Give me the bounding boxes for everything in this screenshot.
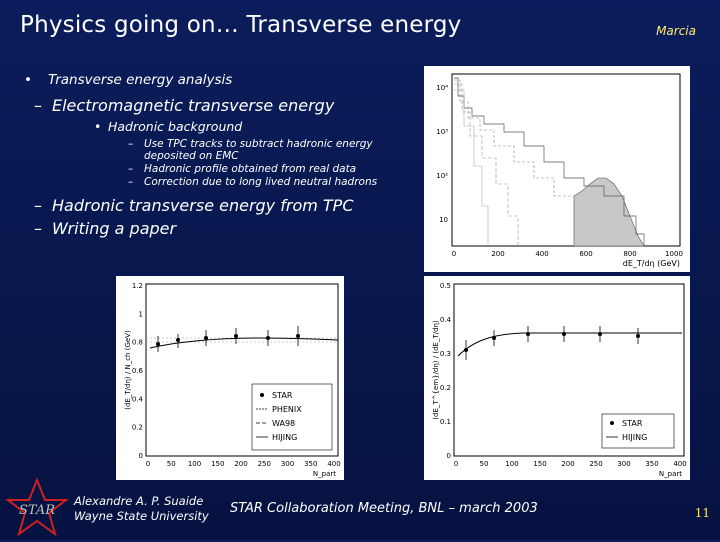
left-y-tick: 0: [139, 452, 143, 460]
spectrum-x-tick: 600: [579, 250, 592, 258]
left-legend-box: [251, 383, 333, 451]
em-fraction-plot: 0.5 0.4 0.3 0.2 0.1 0 0 50 100 150 200 250 300 350 40…: [424, 276, 690, 480]
star-em-data-points: [464, 326, 640, 360]
right-y-tick: 0.1: [440, 418, 451, 426]
et-spectrum-svg: 10⁴ 10³ 10² 10 0 200 400 600 800 1000 dE_T/dη (G…: [436, 73, 683, 268]
et-per-nch-svg: 1.2 1 0.8 0.6 0.4 0.2 0 0 50 100 150 200 250 300 350 4…: [124, 282, 341, 478]
bullet-hadronic-background: Hadronic background: [24, 119, 424, 134]
left-x-axis-label: N_part: [313, 470, 336, 478]
star-logo-text: STAR: [19, 503, 55, 518]
author-name: Alexandre A. P. Suaide: [74, 494, 204, 508]
em-fraction-svg: 0.5 0.4 0.3 0.2 0.1 0 0 50 100 150 200 250 300 350 40…: [432, 282, 687, 478]
sub-bullet-neutral-hadrons: Correction due to long lived neutral had…: [24, 176, 424, 188]
page-number: 11: [694, 506, 710, 520]
spectrum-x-tick: 200: [491, 250, 504, 258]
left-x-tick-labels: 0 50 100 150 200 250 300 350 400: [146, 460, 341, 468]
sub-bullet-hadronic-profile: Hadronic profile obtained from real data: [24, 163, 424, 175]
spectrum-y-tick-labels: 10⁴ 10³ 10² 10: [436, 84, 448, 224]
left-x-tick: 200: [234, 460, 247, 468]
right-x-axis-label: N_part: [659, 470, 682, 478]
spectrum-x-tick: 400: [535, 250, 548, 258]
spectrum-filled-histogram: [573, 177, 645, 247]
et-per-nch-plot: 1.2 1 0.8 0.6 0.4 0.2 0 0 50 100 150 200 250 300 350 4…: [116, 276, 344, 480]
right-y-tick: 0: [447, 452, 451, 460]
left-legend-label: PHENIX: [272, 405, 302, 414]
left-x-tick: 50: [167, 460, 176, 468]
bullet-em-transverse-energy: Electromagnetic transverse energy: [24, 96, 424, 115]
spectrum-line-1: [454, 77, 645, 246]
spectrum-y-tick: 10: [439, 216, 448, 224]
footer-meeting: STAR Collaboration Meeting, BNL – march …: [230, 501, 538, 516]
sub-bullet-tpc-tracks: Use TPC tracks to subtract hadronic ener…: [24, 138, 424, 162]
right-legend-label: HIJING: [622, 433, 647, 442]
right-x-tick: 200: [561, 460, 574, 468]
bullet-list: Transverse energy analysis Electromagnet…: [24, 72, 424, 242]
star-data-points: [156, 326, 300, 352]
left-y-tick: 0.6: [132, 367, 144, 375]
spectrum-y-tick: 10⁴: [436, 84, 448, 92]
hijing-curve: [149, 337, 339, 349]
left-y-tick: 0.2: [132, 424, 143, 432]
left-x-tick: 350: [304, 460, 317, 468]
left-x-tick: 300: [281, 460, 294, 468]
left-y-tick: 1: [139, 310, 143, 318]
star-logo: STAR: [4, 477, 70, 538]
right-y-tick: 0.2: [440, 384, 451, 392]
left-y-tick-labels: 1.2 1 0.8 0.6 0.4 0.2 0: [132, 282, 144, 460]
right-y-axis-label: (dE_T^{em}/dη) / (dE_T/dη): [432, 320, 440, 420]
footer-author: Alexandre A. P. Suaide Wayne State Unive…: [74, 494, 209, 524]
right-x-tick: 350: [645, 460, 658, 468]
right-x-tick: 300: [617, 460, 630, 468]
spectrum-y-tick: 10³: [436, 128, 448, 136]
spectrum-x-tick: 800: [623, 250, 636, 258]
right-y-tick: 0.5: [440, 282, 451, 290]
right-legend-entries: STAR HIJING: [606, 419, 647, 442]
spectrum-x-tick: 1000: [665, 250, 683, 258]
right-legend-marker: [610, 421, 614, 425]
spectrum-line-3: [454, 83, 519, 246]
spectrum-line-2: [454, 79, 575, 246]
hijing-em-curve: [457, 332, 682, 357]
bullet-hadronic-tpc: Hadronic transverse energy from TPC: [24, 196, 424, 215]
right-x-tick-labels: 0 50 100 150 200 250 300 350 400: [454, 460, 687, 468]
left-x-tick: 100: [188, 460, 201, 468]
spectrum-x-axis-label: dE_T/dη (GeV): [623, 259, 680, 268]
left-y-tick: 1.2: [132, 282, 143, 290]
spectrum-y-tick: 10²: [436, 172, 448, 180]
left-x-tick: 0: [146, 460, 150, 468]
right-y-tick: 0.3: [440, 350, 451, 358]
bullet-writing-paper: Writing a paper: [24, 219, 424, 238]
slide-title: Physics going on… Transverse energy: [20, 12, 462, 38]
left-y-axis-label: (dE_T/dη) / N_ch (GeV): [124, 330, 132, 410]
left-legend-label: WA98: [272, 419, 295, 428]
right-x-tick: 250: [589, 460, 602, 468]
right-x-tick: 400: [673, 460, 686, 468]
right-x-tick: 100: [505, 460, 518, 468]
left-legend-label: STAR: [272, 391, 293, 400]
left-legend-label: HIJING: [272, 433, 297, 442]
left-x-tick: 250: [258, 460, 271, 468]
left-x-tick: 150: [211, 460, 224, 468]
author-institution: Wayne State University: [74, 509, 209, 523]
spectrum-line-4: [454, 89, 489, 246]
right-x-tick: 50: [480, 460, 489, 468]
bullet-transverse-energy-analysis: Transverse energy analysis: [24, 72, 424, 88]
right-x-tick: 0: [454, 460, 458, 468]
et-spectrum-plot: 10⁴ 10³ 10² 10 0 200 400 600 800 1000 dE_T/dη (G…: [424, 66, 690, 272]
presenter-name: Marcia: [656, 24, 696, 38]
left-legend-entries: STAR PHENIX WA98 HIJING: [256, 391, 302, 442]
left-y-tick: 0.4: [132, 395, 144, 403]
right-y-tick-labels: 0.5 0.4 0.3 0.2 0.1 0: [440, 282, 452, 460]
left-x-tick: 400: [327, 460, 340, 468]
right-legend-label: STAR: [622, 419, 643, 428]
left-y-tick: 0.8: [132, 339, 143, 347]
spectrum-x-tick: 0: [452, 250, 456, 258]
spectrum-x-tick-labels: 0 200 400 600 800 1000: [452, 250, 683, 258]
right-y-tick: 0.4: [440, 316, 452, 324]
right-legend-box: [601, 413, 675, 449]
right-x-tick: 150: [533, 460, 546, 468]
left-legend-marker: [260, 393, 264, 397]
